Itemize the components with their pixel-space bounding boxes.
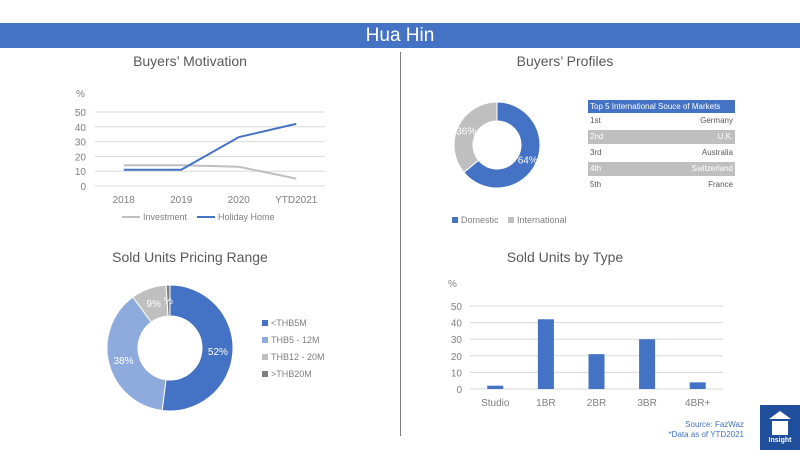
bar-1br bbox=[537, 319, 554, 389]
legend-holiday-home: Holiday Home bbox=[197, 212, 275, 222]
y-tick-label: 30 bbox=[451, 335, 463, 346]
rank: 5th bbox=[590, 180, 602, 189]
page-title: Hua Hin bbox=[365, 25, 435, 46]
y-tick-label: 10 bbox=[75, 167, 87, 178]
legend-domestic: Domestic bbox=[452, 215, 499, 225]
legend-label: Holiday Home bbox=[218, 212, 275, 222]
profiles-data-label: 64% bbox=[518, 155, 538, 166]
legend-label: THB12 - 20M bbox=[271, 352, 325, 362]
x-tick-label: 2019 bbox=[170, 195, 193, 206]
pricing-slice bbox=[161, 284, 234, 412]
profiles-slice bbox=[453, 101, 498, 174]
legend-label: <THB5M bbox=[271, 318, 307, 328]
page-header: Hua Hin bbox=[0, 23, 800, 48]
legend-international: International bbox=[508, 215, 567, 225]
legend-label: THB5 - 12M bbox=[271, 335, 320, 345]
y-tick-label: 50 bbox=[75, 108, 87, 119]
series-line-investment bbox=[123, 164, 297, 180]
x-tick-label: 2020 bbox=[228, 195, 251, 206]
table-row: 4th Switzerland bbox=[588, 162, 735, 176]
legend-5-12m: THB5 - 12M bbox=[262, 335, 320, 345]
legend-label: Investment bbox=[143, 212, 188, 222]
y-axis-label: % bbox=[448, 279, 457, 290]
top-markets-table: Top 5 International Souce of Markets 1st… bbox=[588, 100, 735, 193]
x-tick-label: 1BR bbox=[536, 398, 555, 409]
insight-logo: Insight bbox=[760, 405, 800, 450]
profiles-title: Buyers’ Profiles bbox=[516, 53, 614, 69]
y-axis-label: % bbox=[76, 89, 85, 100]
table-row: 3rd Australia bbox=[588, 145, 735, 161]
motivation-title: Buyers’ Motivation bbox=[133, 53, 247, 69]
rank: 4th bbox=[590, 164, 602, 173]
x-tick-label: 2018 bbox=[113, 195, 136, 206]
profiles-slice bbox=[463, 101, 541, 189]
legend-label: International bbox=[517, 215, 567, 225]
legend-investment: Investment bbox=[122, 212, 187, 222]
y-tick-label: 40 bbox=[451, 319, 463, 330]
legend-lt5m: <THB5M bbox=[262, 318, 307, 328]
y-tick-label: 40 bbox=[75, 123, 87, 134]
country: Switzerland bbox=[691, 164, 733, 173]
data-note: *Data as of YTD2021 bbox=[668, 430, 744, 439]
x-tick-label: 3BR bbox=[637, 398, 656, 409]
y-tick-label: 0 bbox=[80, 182, 86, 193]
x-tick-label: Studio bbox=[481, 398, 510, 409]
source-text: Source: FazWaz bbox=[685, 420, 744, 429]
rank: 2nd bbox=[590, 132, 604, 141]
x-tick-label: YTD2021 bbox=[275, 195, 318, 206]
pricing-data-label: 9% bbox=[147, 299, 162, 310]
bar-3br bbox=[639, 339, 656, 389]
bar-2br bbox=[588, 354, 605, 389]
table-row: 1st Germany bbox=[588, 113, 735, 129]
type-title: Sold Units by Type bbox=[506, 249, 624, 265]
bar-studio bbox=[487, 385, 504, 389]
x-tick-label: 4BR+ bbox=[685, 398, 710, 409]
y-tick-label: 30 bbox=[75, 138, 87, 149]
pricing-data-label: 38% bbox=[114, 356, 134, 367]
y-tick-label: 20 bbox=[75, 152, 87, 163]
legend-12-20m: THB12 - 20M bbox=[262, 352, 325, 362]
pricing-slice bbox=[106, 296, 167, 412]
country: Australia bbox=[701, 148, 733, 157]
pricing-data-label: 52% bbox=[208, 347, 228, 358]
profiles-data-label: 36% bbox=[456, 127, 476, 138]
logo-text: Insight bbox=[768, 437, 792, 444]
table-header: Top 5 International Souce of Markets bbox=[588, 100, 735, 113]
legend-gt20m: >THB20M bbox=[262, 369, 312, 379]
country: Germany bbox=[700, 116, 733, 125]
house-icon bbox=[769, 411, 791, 419]
divider bbox=[400, 52, 401, 436]
rank: 3rd bbox=[590, 148, 602, 157]
country: France bbox=[708, 180, 733, 189]
pricing-title: Sold Units Pricing Range bbox=[112, 249, 268, 265]
table-row: 5th France bbox=[588, 177, 735, 193]
country: U.K. bbox=[717, 132, 733, 141]
pricing-data-label: % bbox=[164, 296, 173, 307]
rank: 1st bbox=[590, 116, 601, 125]
pricing-slice bbox=[165, 284, 171, 317]
y-tick-label: 50 bbox=[451, 302, 463, 313]
table-row: 2nd U.K. bbox=[588, 130, 735, 144]
y-tick-label: 20 bbox=[451, 352, 463, 363]
bar-4br-plus bbox=[689, 382, 706, 389]
series-line-holiday-home bbox=[123, 122, 297, 171]
y-tick-label: 0 bbox=[456, 385, 462, 396]
legend-label: Domestic bbox=[461, 215, 499, 225]
x-tick-label: 2BR bbox=[587, 398, 606, 409]
legend-label: >THB20M bbox=[271, 369, 312, 379]
y-tick-label: 10 bbox=[451, 368, 463, 379]
